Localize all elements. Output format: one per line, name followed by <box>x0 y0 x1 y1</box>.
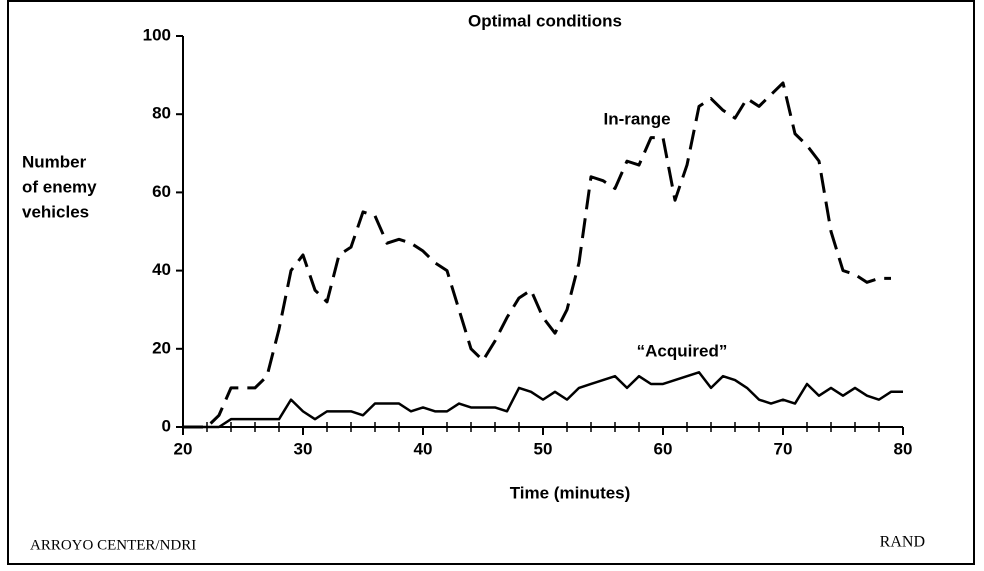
x-tick-label: 80 <box>894 439 913 458</box>
y-axis-label: of enemy <box>22 177 97 196</box>
y-tick-label: 100 <box>143 25 171 44</box>
annotation: “Acquired” <box>637 341 728 360</box>
y-tick-label: 60 <box>152 182 171 201</box>
y-tick-label: 40 <box>152 260 171 279</box>
x-tick-label: 30 <box>294 439 313 458</box>
footer-right: RAND <box>880 534 925 551</box>
x-tick-label: 20 <box>174 439 193 458</box>
x-tick-label: 60 <box>654 439 673 458</box>
x-tick-label: 40 <box>414 439 433 458</box>
y-tick-label: 0 <box>162 416 171 435</box>
x-tick-label: 70 <box>774 439 793 458</box>
y-tick-label: 80 <box>152 104 171 123</box>
annotation: In-range <box>603 109 670 128</box>
y-axis-label: vehicles <box>22 202 89 221</box>
chart-title: Optimal conditions <box>468 11 622 30</box>
frame <box>7 0 975 565</box>
footer-left: ARROYO CENTER/NDRI <box>30 537 196 553</box>
series-line <box>183 81 891 429</box>
y-tick-label: 20 <box>152 338 171 357</box>
series-line <box>183 371 903 429</box>
x-axis-label: Time (minutes) <box>510 483 631 502</box>
y-axis-label: Number <box>22 152 87 171</box>
x-tick-label: 50 <box>534 439 553 458</box>
